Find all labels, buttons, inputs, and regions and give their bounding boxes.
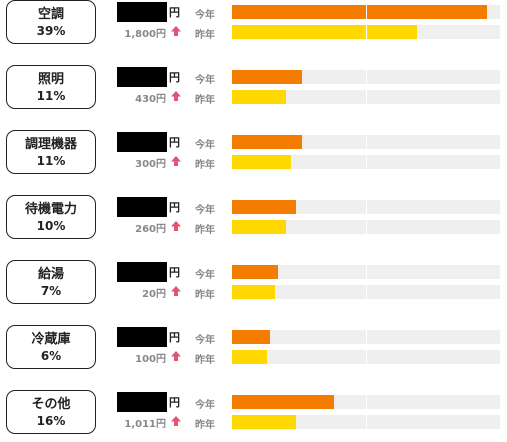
difference-amount: 20円: [142, 289, 166, 300]
category-row: その他 16% 円 1,011円 今年 昨年: [0, 390, 507, 442]
this-year-label: 今年: [195, 75, 215, 86]
last-year-bar-track: [232, 90, 500, 104]
category-row: 照明 11% 円 430円 今年 昨年: [0, 65, 507, 117]
redacted-amount: [117, 67, 167, 87]
this-year-label: 今年: [195, 10, 215, 21]
last-year-bar-track: [232, 25, 500, 39]
last-year-bar-track: [232, 155, 500, 169]
this-year-bar-track: [232, 200, 500, 214]
this-year-bar: [232, 330, 270, 344]
last-year-bar: [232, 155, 291, 169]
redacted-amount: [117, 392, 167, 412]
category-row: 調理機器 11% 円 300円 今年 昨年: [0, 130, 507, 182]
yen-unit: 円: [169, 136, 180, 149]
category-button[interactable]: 給湯 7%: [6, 260, 96, 304]
arrow-up-icon: [171, 416, 181, 426]
yen-unit: 円: [169, 396, 180, 409]
last-year-label: 昨年: [195, 420, 215, 431]
category-row: 冷蔵庫 6% 円 100円 今年 昨年: [0, 325, 507, 377]
last-year-bar: [232, 350, 267, 364]
yen-unit: 円: [169, 266, 180, 279]
difference-amount: 300円: [135, 159, 166, 170]
this-year-bar-track: [232, 70, 500, 84]
this-year-bar: [232, 265, 278, 279]
category-row: 給湯 7% 円 20円 今年 昨年: [0, 260, 507, 312]
yen-unit: 円: [169, 331, 180, 344]
arrow-up-icon: [171, 351, 181, 361]
category-button[interactable]: 照明 11%: [6, 65, 96, 109]
arrow-up-icon: [171, 156, 181, 166]
this-year-label: 今年: [195, 270, 215, 281]
difference-amount: 1,800円: [124, 29, 166, 40]
category-percent: 39%: [36, 23, 66, 38]
last-year-label: 昨年: [195, 355, 215, 366]
yen-unit: 円: [169, 6, 180, 19]
arrow-up-icon: [171, 26, 181, 36]
last-year-label: 昨年: [195, 95, 215, 106]
this-year-bar-track: [232, 5, 500, 19]
category-button[interactable]: 冷蔵庫 6%: [6, 325, 96, 369]
category-percent: 11%: [36, 153, 66, 168]
yen-unit: 円: [169, 201, 180, 214]
last-year-bar: [232, 415, 297, 429]
difference-amount: 100円: [135, 354, 166, 365]
last-year-bar: [232, 285, 275, 299]
category-percent: 6%: [40, 348, 62, 363]
category-row: 待機電力 10% 円 260円 今年 昨年: [0, 195, 507, 247]
this-year-bar-track: [232, 135, 500, 149]
this-year-bar-track: [232, 395, 500, 409]
yen-unit: 円: [169, 71, 180, 84]
category-percent: 11%: [36, 88, 66, 103]
redacted-amount: [117, 197, 167, 217]
this-year-bar: [232, 395, 334, 409]
arrow-up-icon: [171, 221, 181, 231]
this-year-label: 今年: [195, 205, 215, 216]
category-name: その他: [31, 396, 71, 412]
this-year-bar: [232, 200, 297, 214]
category-button[interactable]: 空調 39%: [6, 0, 96, 44]
this-year-label: 今年: [195, 400, 215, 411]
category-button[interactable]: 調理機器 11%: [6, 130, 96, 174]
redacted-amount: [117, 2, 167, 22]
this-year-label: 今年: [195, 140, 215, 151]
this-year-bar-track: [232, 265, 500, 279]
last-year-bar-track: [232, 220, 500, 234]
category-name: 調理機器: [24, 136, 77, 152]
last-year-label: 昨年: [195, 30, 215, 41]
last-year-bar-track: [232, 415, 500, 429]
difference-amount: 1,011円: [124, 419, 166, 430]
this-year-bar: [232, 135, 302, 149]
redacted-amount: [117, 327, 167, 347]
arrow-up-icon: [171, 91, 181, 101]
category-button[interactable]: 待機電力 10%: [6, 195, 96, 239]
last-year-label: 昨年: [195, 160, 215, 171]
arrow-up-icon: [171, 286, 181, 296]
category-name: 照明: [37, 71, 64, 87]
this-year-bar-track: [232, 330, 500, 344]
last-year-bar: [232, 90, 286, 104]
last-year-bar: [232, 25, 417, 39]
last-year-bar-track: [232, 285, 500, 299]
this-year-bar: [232, 5, 487, 19]
category-row: 空調 39% 円 1,800円 今年 昨年: [0, 0, 507, 52]
last-year-bar-track: [232, 350, 500, 364]
category-name: 冷蔵庫: [31, 331, 71, 347]
this-year-bar: [232, 70, 302, 84]
difference-amount: 260円: [135, 224, 166, 235]
category-percent: 10%: [36, 218, 66, 233]
last-year-label: 昨年: [195, 290, 215, 301]
category-button[interactable]: その他 16%: [6, 390, 96, 434]
category-name: 空調: [37, 6, 64, 22]
category-name: 給湯: [37, 266, 64, 282]
this-year-label: 今年: [195, 335, 215, 346]
category-percent: 16%: [36, 413, 66, 428]
difference-amount: 430円: [135, 94, 166, 105]
last-year-label: 昨年: [195, 225, 215, 236]
last-year-bar: [232, 220, 286, 234]
category-percent: 7%: [40, 283, 62, 298]
category-name: 待機電力: [24, 201, 77, 217]
redacted-amount: [117, 132, 167, 152]
redacted-amount: [117, 262, 167, 282]
